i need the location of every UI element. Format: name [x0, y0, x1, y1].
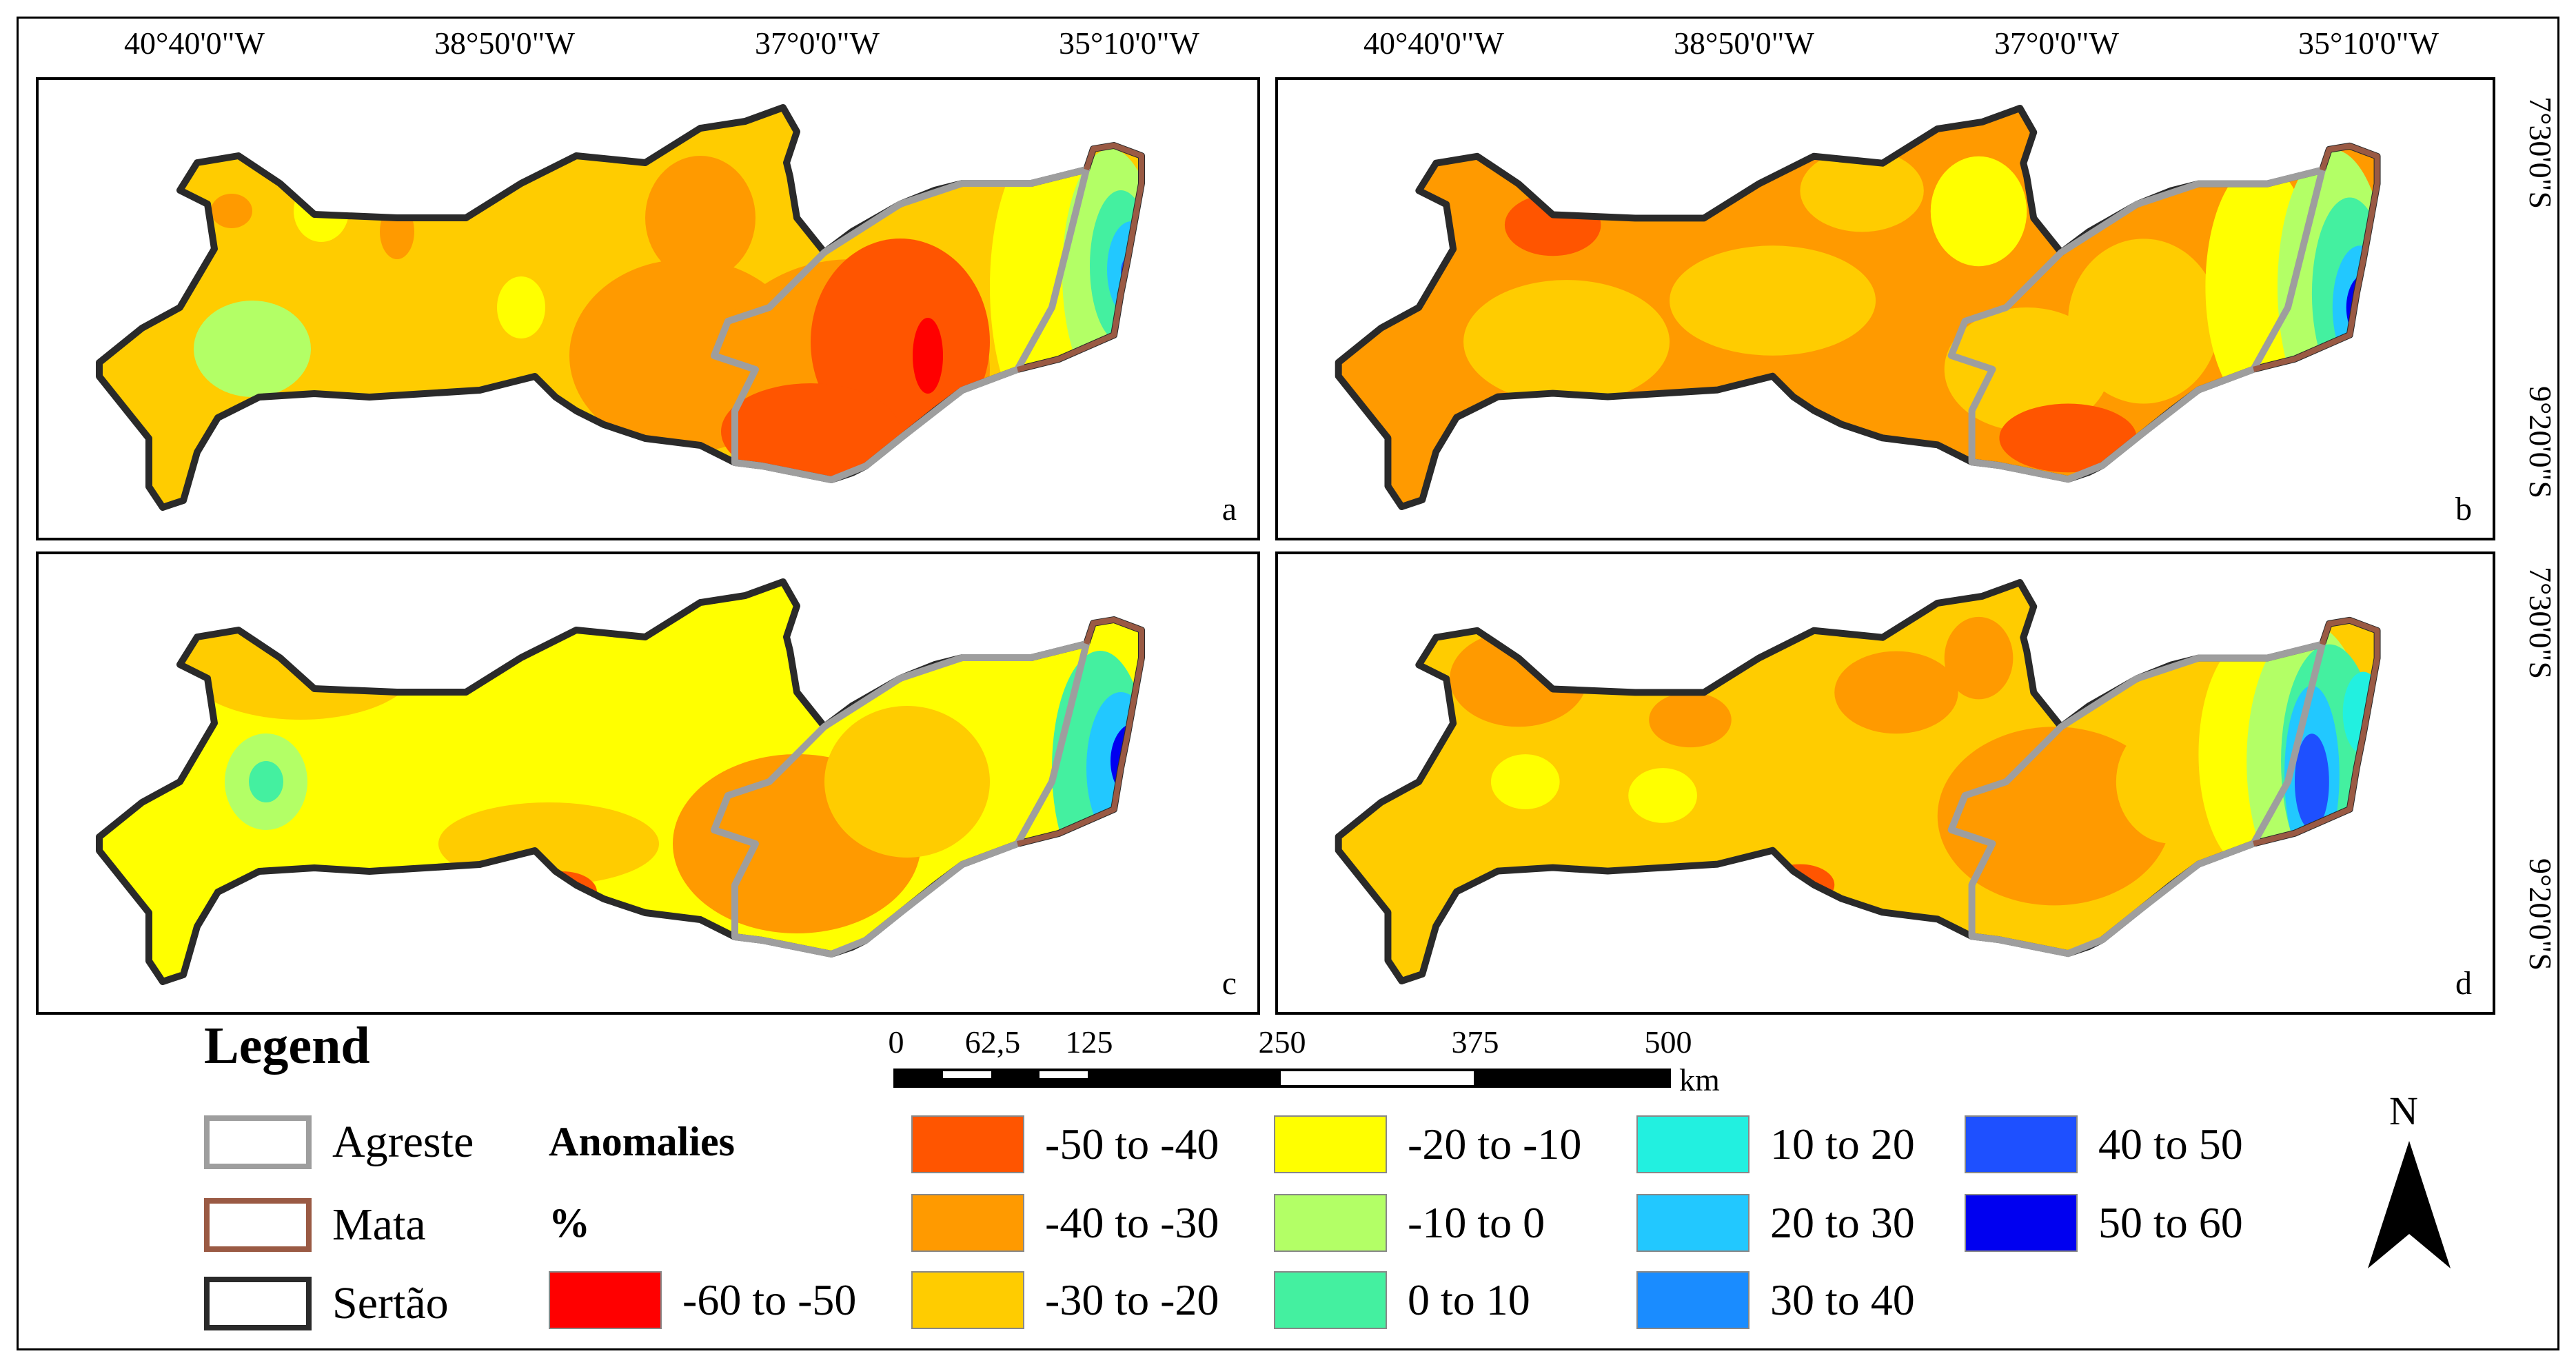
scale-tick-125: 125: [1065, 1024, 1113, 1060]
class-label: 50 to 60: [2098, 1198, 2243, 1247]
lat-label-2: 9°20'0"S: [2523, 386, 2558, 499]
figure-frame: [17, 17, 2559, 1350]
lon-label-3: 37°0'0"W: [755, 26, 880, 61]
class-swatch: [911, 1271, 1024, 1329]
lon-label-1: 40°40'0"W: [124, 26, 265, 61]
mata-swatch: [204, 1198, 312, 1252]
lon-label-7: 37°0'0"W: [1994, 26, 2119, 61]
lat-label-3: 7°30'0"S: [2523, 567, 2558, 680]
legend-boundary-agreste: Agreste: [204, 1115, 474, 1169]
class-swatch: [1965, 1194, 2078, 1252]
class-swatch: [1274, 1115, 1387, 1173]
lat-label-4: 9°20'0"S: [2523, 858, 2558, 971]
class-swatch: [911, 1115, 1024, 1173]
class-swatch: [1636, 1115, 1750, 1173]
class-label: -30 to -20: [1045, 1275, 1219, 1324]
anomalies-title: Anomalies: [549, 1119, 735, 1164]
scale-tick-0: 0: [888, 1024, 904, 1060]
legend-class-12: 50 to 60: [1965, 1194, 2243, 1252]
legend-boundary-mata: Mata: [204, 1198, 426, 1252]
class-label: -10 to 0: [1408, 1198, 1545, 1247]
scale-tick-500: 500: [1644, 1024, 1692, 1060]
legend-class-5: -20 to -10: [1274, 1115, 1581, 1173]
class-label: -60 to -50: [682, 1275, 857, 1324]
class-swatch: [1274, 1194, 1387, 1252]
legend-class-6: -10 to 0: [1274, 1194, 1545, 1252]
class-swatch: [1274, 1271, 1387, 1329]
legend-title: Legend: [204, 1017, 370, 1075]
north-arrow-icon: [2368, 1141, 2451, 1268]
map-panel-b: b: [1275, 77, 2495, 540]
panel-label-c: c: [1221, 965, 1237, 1002]
anomaly-map-a: [96, 104, 1145, 511]
class-swatch: [1965, 1115, 2078, 1173]
agreste-label: Agreste: [332, 1117, 474, 1167]
map-panel-c: c: [36, 551, 1260, 1015]
class-label: -50 to -40: [1045, 1120, 1219, 1168]
lon-label-5: 40°40'0"W: [1363, 26, 1504, 61]
legend-class-3: -40 to -30: [911, 1194, 1219, 1252]
class-label: 20 to 30: [1770, 1198, 1915, 1247]
map-panel-d: d: [1275, 551, 2495, 1015]
lon-label-2: 38°50'0"W: [434, 26, 575, 61]
legend-class-4: -30 to -20: [911, 1271, 1219, 1329]
class-swatch: [911, 1194, 1024, 1252]
anomaly-map-d: [1335, 579, 2381, 985]
legend-class-11: 40 to 50: [1965, 1115, 2243, 1173]
sertao-label: Sertão: [332, 1278, 449, 1328]
lat-label-1: 7°30'0"S: [2523, 97, 2558, 210]
legend-boundary-sertao: Sertão: [204, 1277, 449, 1330]
scale-unit: km: [1679, 1062, 1720, 1097]
class-label: 40 to 50: [2098, 1120, 2243, 1168]
north-label: N: [2389, 1088, 2418, 1133]
class-swatch: [1636, 1194, 1750, 1252]
anomaly-map-b: [1335, 105, 2381, 511]
class-label: 0 to 10: [1408, 1275, 1530, 1324]
panel-label-d: d: [2455, 965, 2472, 1002]
class-label: 10 to 20: [1770, 1120, 1915, 1168]
scale-tick-62: 62,5: [964, 1024, 1021, 1060]
anomaly-map-c: [96, 578, 1145, 985]
anomalies-unit: %: [549, 1200, 590, 1246]
panel-label-b: b: [2455, 491, 2472, 527]
legend-class-8: 10 to 20: [1636, 1115, 1915, 1173]
class-swatch: [1636, 1271, 1750, 1329]
legend-class-2: -50 to -40: [911, 1115, 1219, 1173]
legend-class-1: -60 to -50: [549, 1271, 856, 1329]
lon-label-6: 38°50'0"W: [1674, 26, 1814, 61]
class-swatch: [549, 1271, 662, 1329]
class-label: -40 to -30: [1045, 1198, 1219, 1247]
scale-tick-375: 375: [1451, 1024, 1499, 1060]
lon-label-8: 35°10'0"W: [2298, 26, 2439, 61]
scale-tick-250: 250: [1258, 1024, 1306, 1060]
legend-class-9: 20 to 30: [1636, 1194, 1915, 1252]
mata-label: Mata: [332, 1199, 426, 1250]
class-label: 30 to 40: [1770, 1275, 1915, 1324]
lon-label-4: 35°10'0"W: [1059, 26, 1199, 61]
legend-class-7: 0 to 10: [1274, 1271, 1530, 1329]
legend-class-10: 30 to 40: [1636, 1271, 1915, 1329]
scale-bar: [893, 1069, 1671, 1088]
sertao-swatch: [204, 1277, 312, 1330]
agreste-swatch: [204, 1115, 312, 1169]
map-panel-a: a: [36, 77, 1260, 540]
panel-label-a: a: [1221, 491, 1237, 527]
class-label: -20 to -10: [1408, 1120, 1582, 1168]
